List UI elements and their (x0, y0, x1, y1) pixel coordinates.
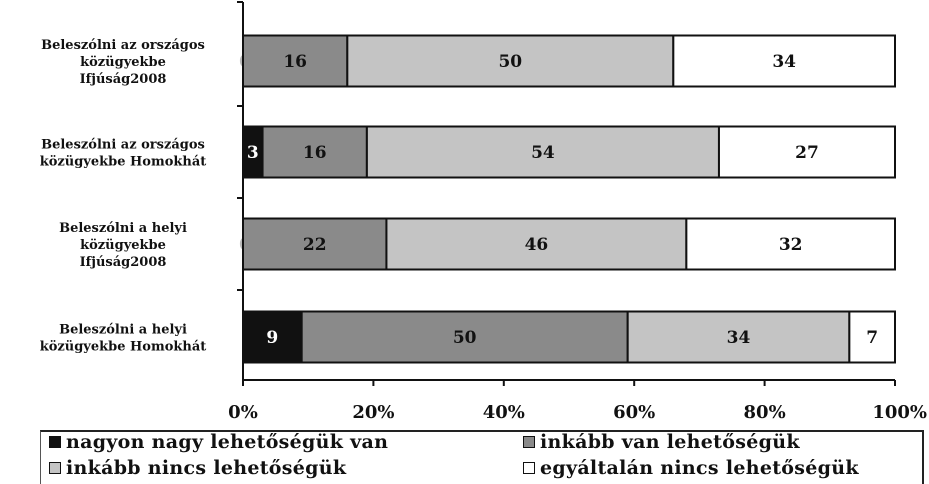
bar-segments: 016503431654270224632950347 (239, 34, 897, 364)
legend-item: inkább van lehetőségük (523, 431, 800, 453)
x-tick-label: 100% (872, 402, 927, 423)
data-label: 32 (779, 235, 803, 255)
x-tick-label: 0% (228, 402, 258, 423)
bar-segment (672, 34, 896, 88)
data-label: 50 (498, 52, 522, 72)
legend-item: inkább nincs lehetőségük (49, 457, 346, 479)
bar-segment (242, 217, 388, 271)
bar-segment (717, 125, 897, 179)
stacked-bar-chart: Beleszólni az országos közügyekbe Ifjúság2… (40, 1, 927, 423)
data-label: 54 (531, 143, 555, 163)
legend-swatch (523, 436, 535, 448)
data-label: 46 (525, 235, 549, 255)
category-label: Beleszólni a helyi közügyekbe Homokhát (40, 323, 207, 355)
category-label: Beleszólni az országos közügyekbe Homokhá… (40, 138, 207, 170)
bar-segment (300, 310, 629, 364)
data-label: 34 (727, 328, 751, 348)
data-label: 7 (866, 328, 878, 348)
bar-segment (385, 217, 688, 271)
legend-swatch (523, 462, 535, 474)
x-tick-label: 60% (613, 402, 655, 423)
legend-swatch (49, 436, 61, 448)
bar-segment (261, 125, 368, 179)
legend-label: inkább van lehetőségük (540, 431, 800, 453)
bar-segment (685, 217, 896, 271)
bar-segment (346, 34, 675, 88)
x-tick-label: 80% (744, 402, 786, 423)
bar-segment (848, 310, 896, 364)
category-labels: Beleszólni az országos közügyekbe Ifjúság2… (40, 38, 207, 355)
data-label: 3 (247, 143, 259, 163)
data-label: 34 (772, 52, 796, 72)
legend: nagyon nagy lehetőségük van inkább van l… (40, 430, 924, 484)
category-label: Beleszólni a helyi közügyekbe Ifjúság2008 (59, 221, 187, 270)
bar-segment (242, 310, 303, 364)
data-label: 16 (303, 143, 327, 163)
data-label: 50 (453, 328, 477, 348)
legend-label: egyáltalán nincs lehetőségük (540, 457, 859, 479)
data-label: 9 (266, 328, 278, 348)
legend-item: nagyon nagy lehetőségük van (49, 431, 388, 453)
data-label: 27 (795, 143, 819, 163)
data-label: 22 (303, 235, 327, 255)
legend-swatch (49, 462, 61, 474)
x-axis: 0% 20% 40% 60% 80% 100% (228, 1, 927, 423)
x-tick-label: 20% (352, 402, 394, 423)
x-tick-label: 40% (483, 402, 525, 423)
legend-item: egyáltalán nincs lehetőségük (523, 457, 859, 479)
legend-label: inkább nincs lehetőségük (66, 457, 347, 479)
category-label: Beleszólni az országos közügyekbe Ifjúság2… (41, 38, 205, 87)
legend-label: nagyon nagy lehetőségük van (66, 431, 389, 453)
data-label: 16 (283, 52, 307, 72)
bar-segment (365, 125, 720, 179)
